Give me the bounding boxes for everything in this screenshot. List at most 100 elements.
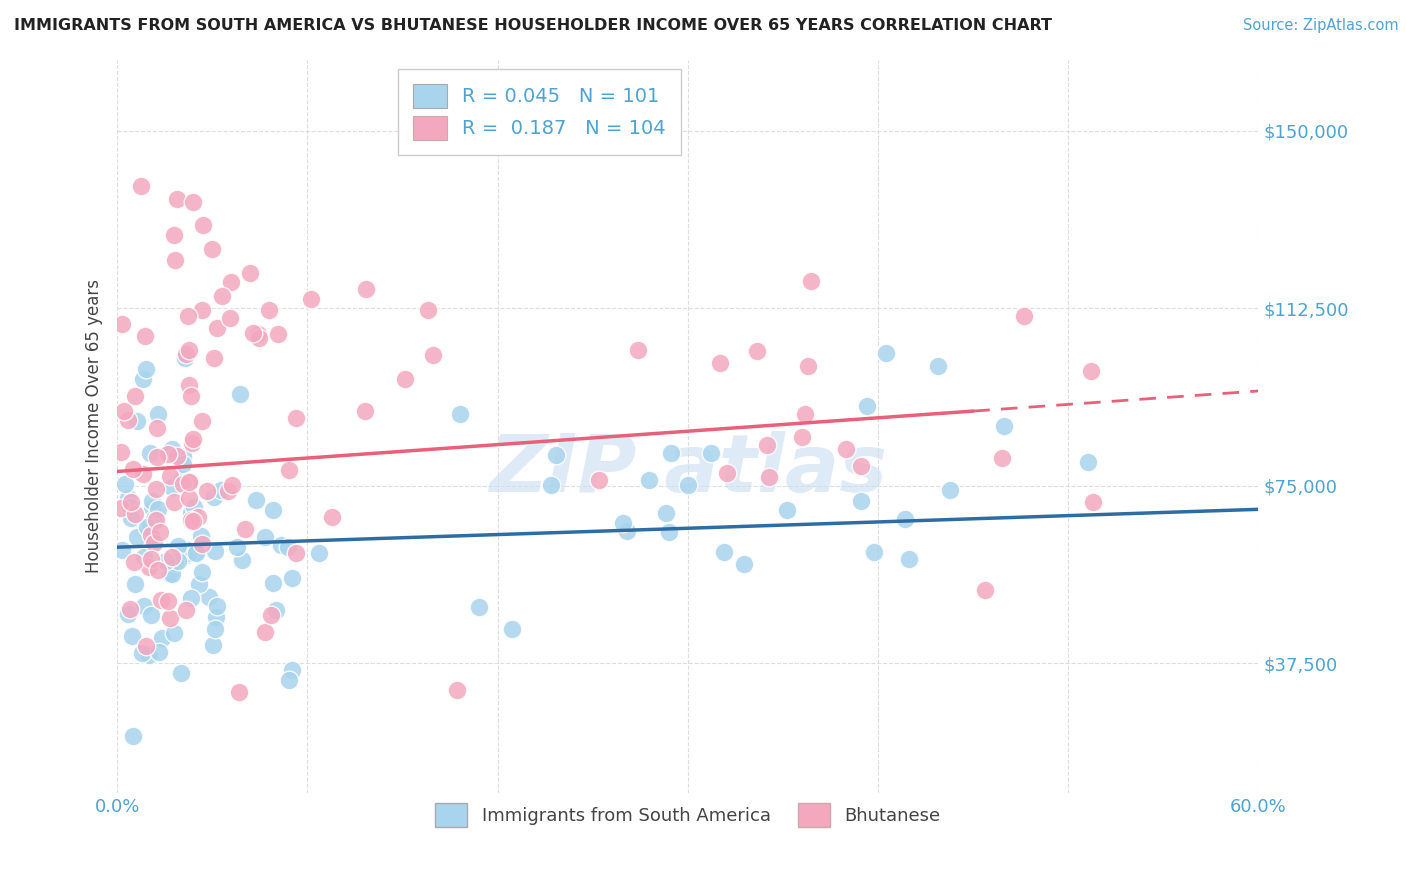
Point [180,591,202,606]
Point [209,483,232,498]
Point [659,446,682,460]
Point [204,609,226,624]
Point [709,356,731,370]
Point [204,490,226,504]
Point [160,442,183,457]
Point [191,537,214,551]
Point [927,359,949,373]
Point [239,266,262,280]
Point [849,493,872,508]
Point [713,545,735,559]
Point [260,607,283,622]
Point [135,362,157,376]
Point [146,563,169,577]
Point [897,552,920,566]
Point [658,525,681,540]
Point [191,219,214,233]
Point [138,445,160,459]
Point [278,463,301,477]
Text: Source: ZipAtlas.com: Source: ZipAtlas.com [1243,18,1399,33]
Point [190,566,212,580]
Point [1012,309,1035,323]
Point [112,404,135,418]
Point [187,510,209,524]
Point [218,311,240,326]
Point [191,414,214,428]
Point [627,343,650,357]
Point [201,638,224,652]
Point [221,275,243,289]
Point [134,329,156,343]
Point [245,492,267,507]
Point [993,418,1015,433]
Point [114,477,136,491]
Point [655,506,678,520]
Point [299,292,322,306]
Point [776,503,799,517]
Point [179,343,201,357]
Point [1080,364,1102,378]
Point [170,665,193,680]
Point [122,462,145,476]
Point [131,646,153,660]
Point [588,473,610,487]
Point [174,603,197,617]
Point [263,575,285,590]
Point [172,477,194,491]
Point [849,458,872,473]
Point [177,491,200,505]
Point [179,378,201,392]
Point [834,442,856,456]
Point [616,524,638,538]
Point [146,407,169,421]
Point [148,502,170,516]
Point [612,516,634,530]
Point [242,326,264,340]
Point [120,601,142,615]
Point [121,629,143,643]
Point [281,663,304,677]
Text: IMMIGRANTS FROM SOUTH AMERICA VS BHUTANESE HOUSEHOLDER INCOME OVER 65 YEARS CORR: IMMIGRANTS FROM SOUTH AMERICA VS BHUTANE… [14,18,1052,33]
Point [110,501,132,516]
Point [166,540,188,554]
Text: ZIP atlas: ZIP atlas [489,432,887,509]
Point [197,590,219,604]
Point [700,446,723,460]
Point [177,475,200,489]
Point [211,289,233,303]
Point [262,503,284,517]
Point [205,599,228,614]
Point [191,303,214,318]
Point [277,540,299,554]
Point [141,528,163,542]
Point [111,543,134,558]
Point [177,309,200,323]
Point [132,550,155,565]
Point [124,388,146,402]
Point [135,520,157,534]
Point [117,413,139,427]
Legend: Immigrants from South America, Bhutanese: Immigrants from South America, Bhutanese [426,795,950,836]
Point [855,399,877,413]
Point [991,451,1014,466]
Point [204,622,226,636]
Point [229,387,252,401]
Point [181,435,204,450]
Point [159,567,181,582]
Point [353,404,375,418]
Point [157,447,180,461]
Point [468,600,491,615]
Y-axis label: Householder Income Over 65 years: Householder Income Over 65 years [86,279,103,574]
Point [143,512,166,526]
Point [127,530,149,544]
Point [129,179,152,194]
Point [284,546,307,560]
Point [163,625,186,640]
Point [267,327,290,342]
Point [204,544,226,558]
Point [231,553,253,567]
Point [120,510,142,524]
Point [733,558,755,572]
Point [758,469,780,483]
Point [110,445,132,459]
